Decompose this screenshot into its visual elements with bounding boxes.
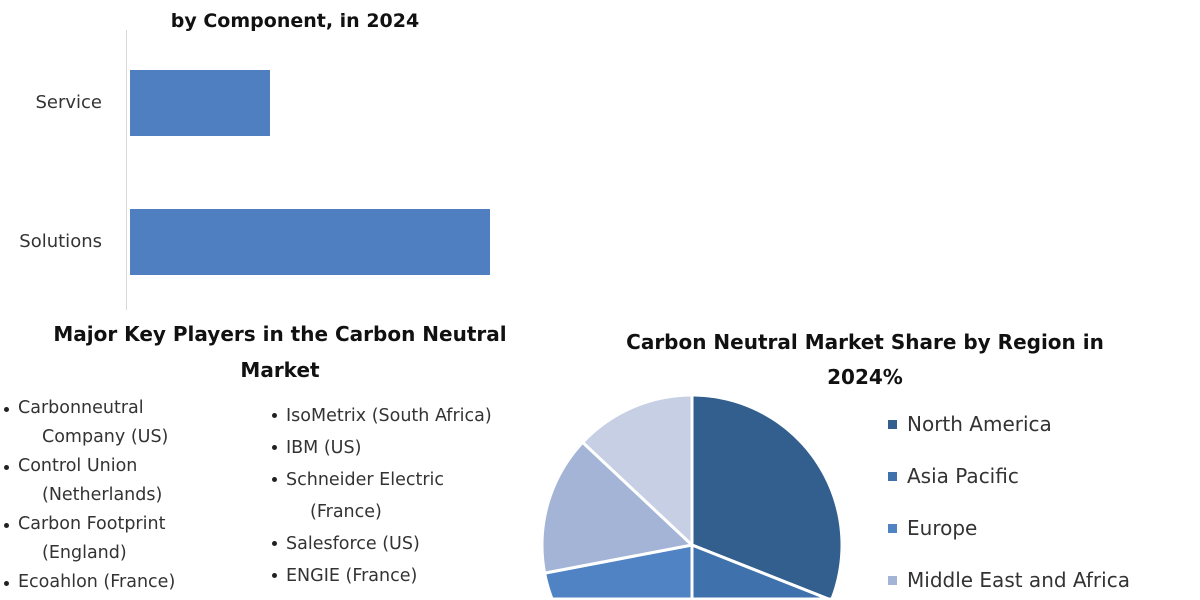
pie-chart-title: Carbon Neutral Market Share by Region in… (580, 325, 1150, 395)
key-player-item: IsoMetrix (South Africa) (268, 400, 540, 432)
legend-swatch (888, 472, 897, 481)
key-player-name: ENGIE (France) (286, 566, 418, 586)
banner-highest-region: Highest Share by Region: North America (549, 231, 1182, 286)
key-player-name: Carbon Footprint (18, 514, 166, 534)
banner-value: USD 58.65 Billion (896, 31, 1066, 54)
pie-legend: North America Asia Pacific Europe Middle Ea… (886, 412, 1130, 594)
legend-label: Middle East and Africa (907, 568, 1130, 592)
key-player-name: Schneider Electric (286, 470, 445, 490)
key-player-item: Control Union (Netherlands) (0, 452, 240, 510)
legend-swatch (888, 576, 897, 585)
banner-label: Highest Share by Region: (651, 247, 932, 270)
legend-item: North America (886, 412, 1130, 438)
key-players-list-right: IsoMetrix (South Africa) IBM (US) Schneide… (268, 400, 540, 592)
key-player-country: (France) (310, 502, 382, 522)
key-player-item: Ecoahlon (France) (0, 568, 240, 597)
title-line: Major Key Players in the Carbon Neutral (53, 322, 507, 346)
key-player-item: Salesforce (US) (268, 528, 540, 560)
title-line: 2024% (827, 365, 903, 389)
key-player-country: (Netherlands) (42, 485, 163, 505)
banner-value: 6.2% (961, 179, 1012, 202)
bar-category-label: Solutions (19, 231, 102, 252)
key-player-name: Ecoahlon (France) (18, 572, 176, 592)
banner-value: North America (937, 247, 1080, 270)
key-player-country: (England) (42, 543, 127, 563)
key-player-item: Carbon Footprint (England) (0, 510, 240, 568)
legend-item: Europe (886, 516, 1130, 542)
banner-market-size-2024: Market Size in 2024: USD 58.65 Billion (549, 15, 1182, 70)
key-players-title: Major Key Players in the Carbon Neutral … (20, 316, 540, 388)
banner-market-size-2032: Market Size in 2032: USD 94.90 Billion (549, 93, 1182, 148)
key-player-item: ENGIE (France) (268, 560, 540, 592)
key-player-name: IBM (US) (286, 438, 362, 458)
pie-slice-middle-east-and-africa (540, 440, 694, 575)
pie-chart (540, 393, 844, 600)
bar-chart-axis (126, 30, 127, 310)
legend-item: Asia Pacific (886, 464, 1130, 490)
key-player-item: IBM (US) (268, 432, 540, 464)
title-line: Carbon Neutral Market Share by Region in (626, 330, 1104, 354)
legend-swatch (888, 420, 897, 429)
legend-label: Europe (907, 516, 978, 540)
banner-value: USD 94.90 Billion (896, 109, 1066, 132)
bar-solutions (130, 209, 490, 275)
bar-category-label: Service (35, 92, 102, 113)
pie-slice-north-america (690, 393, 844, 600)
bar-service (130, 70, 270, 136)
legend-label: North America (907, 412, 1052, 436)
legend-swatch (888, 524, 897, 533)
key-player-name: Control Union (18, 456, 138, 476)
title-line: Market (240, 358, 320, 382)
bar-chart-title: by Component, in 2024 (170, 10, 420, 32)
key-players-list-left: Carbonneutral Company (US) Control Union (N… (0, 394, 240, 597)
legend-item: Middle East and Africa (886, 568, 1130, 594)
banner-label: Market Size in 2032: (665, 109, 891, 132)
banner-cagr: CAGR % (2025-2032): 6.2% (549, 163, 1182, 218)
key-player-name: Salesforce (US) (286, 534, 420, 554)
key-player-item: Schneider Electric (France) (268, 464, 540, 528)
pie-slice-europe (543, 543, 694, 600)
legend-label: Asia Pacific (907, 464, 1019, 488)
key-player-name: Carbonneutral (18, 398, 144, 418)
banner-label: Market Size in 2024: (665, 31, 891, 54)
key-player-country: Company (US) (42, 427, 169, 447)
key-player-name: IsoMetrix (South Africa) (286, 406, 492, 426)
pie-slice-other (581, 393, 694, 547)
banner-label: CAGR % (2025-2032): (719, 179, 956, 202)
key-player-item: Carbonneutral Company (US) (0, 394, 240, 452)
